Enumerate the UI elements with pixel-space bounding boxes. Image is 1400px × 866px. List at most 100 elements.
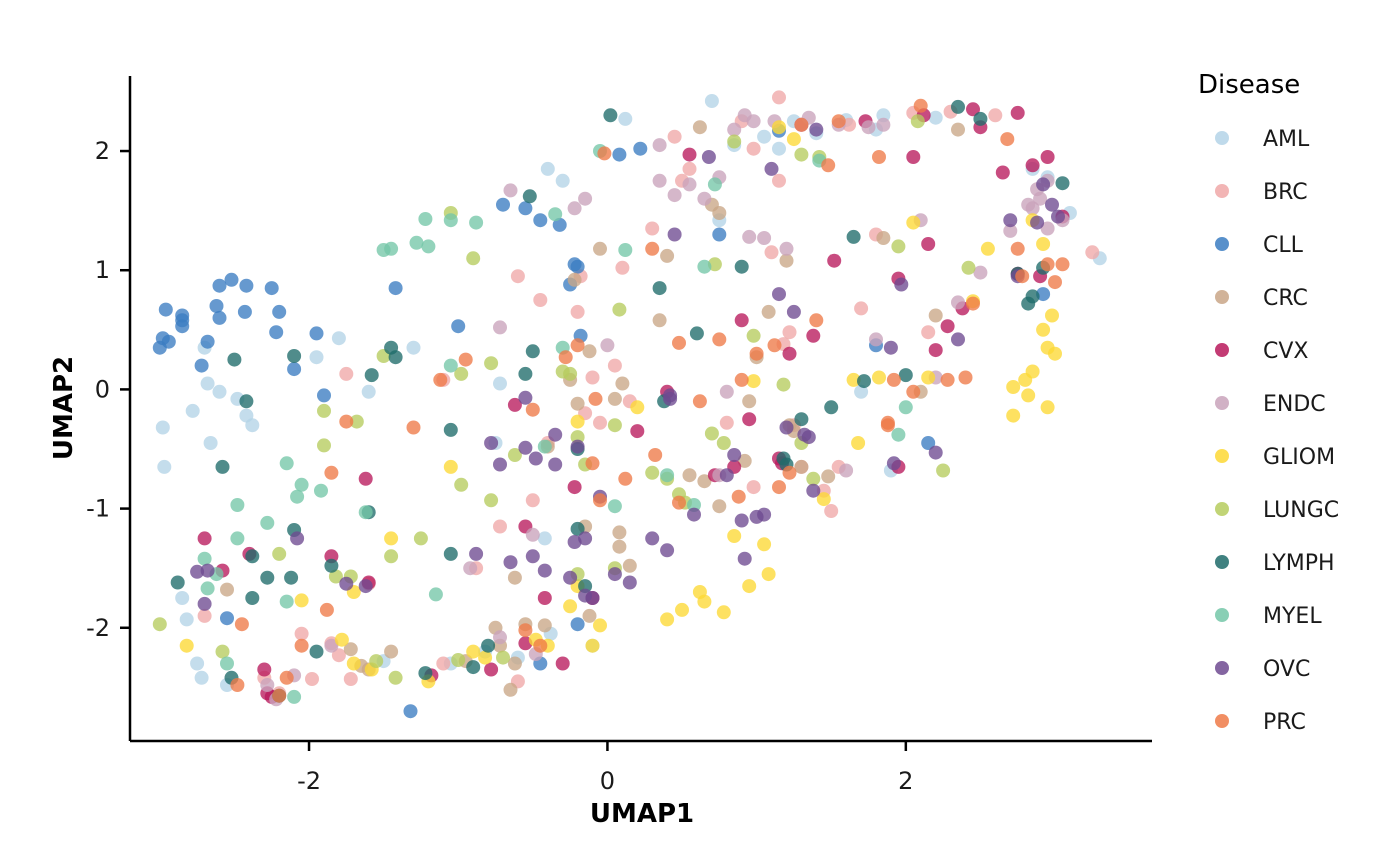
data-point <box>734 313 749 328</box>
legend-marker <box>1215 184 1229 198</box>
data-point <box>607 358 622 373</box>
data-point <box>451 653 466 667</box>
data-point <box>343 672 358 686</box>
data-point <box>190 656 205 671</box>
data-point <box>294 477 309 492</box>
data-point <box>537 563 552 578</box>
data-point <box>719 415 734 430</box>
data-point <box>349 414 364 429</box>
data-point <box>1000 132 1015 147</box>
data-point <box>660 468 675 483</box>
data-point <box>358 505 373 520</box>
data-point <box>463 561 478 576</box>
data-point <box>212 384 227 399</box>
data-point <box>197 596 212 611</box>
data-point <box>503 682 518 697</box>
data-point <box>936 463 951 478</box>
data-point <box>612 525 627 540</box>
series-cll <box>152 123 1051 719</box>
data-point <box>555 173 570 188</box>
y-axis-title: UMAP2 <box>49 356 79 460</box>
data-point <box>1055 257 1070 272</box>
data-point <box>827 253 842 268</box>
data-point <box>272 304 287 319</box>
data-point <box>458 352 473 367</box>
data-point <box>737 551 752 566</box>
data-point <box>157 459 172 474</box>
data-point <box>772 480 786 495</box>
data-point <box>776 377 791 392</box>
data-point <box>563 570 578 585</box>
data-point <box>672 495 686 510</box>
data-point <box>220 582 234 597</box>
data-point <box>1036 287 1051 302</box>
legend-label: PRC <box>1263 710 1306 735</box>
data-point <box>317 403 331 418</box>
data-point <box>518 201 533 216</box>
data-point <box>995 165 1010 180</box>
data-point <box>940 319 955 334</box>
data-point <box>294 626 309 641</box>
data-point <box>245 418 260 433</box>
data-point <box>854 301 869 316</box>
data-point <box>503 183 518 198</box>
data-point <box>334 632 349 647</box>
data-point <box>704 94 719 108</box>
data-point <box>618 111 633 126</box>
y-ticks: -2 -1 0 1 2 <box>86 137 130 642</box>
data-point <box>782 346 797 361</box>
data-point <box>880 418 895 433</box>
data-point <box>290 531 305 546</box>
legend-item-endc: ENDC <box>1215 392 1326 417</box>
data-point <box>600 338 615 353</box>
data-point <box>548 457 563 472</box>
data-point <box>245 549 260 564</box>
legend-marker <box>1215 290 1229 304</box>
data-point <box>767 338 782 353</box>
data-point <box>630 400 645 415</box>
data-point <box>525 402 540 417</box>
data-point <box>478 650 493 665</box>
legend-item-cll: CLL <box>1215 233 1304 258</box>
data-point <box>507 656 522 671</box>
data-point <box>652 138 667 153</box>
data-point <box>622 558 637 573</box>
data-point <box>607 418 622 433</box>
data-point <box>973 111 988 126</box>
data-point <box>309 350 324 365</box>
legend-marker <box>1215 502 1229 516</box>
data-point <box>727 134 742 149</box>
data-point <box>794 412 809 427</box>
data-point <box>528 451 543 466</box>
data-point <box>570 259 585 274</box>
legend-item-lungc: LUNGC <box>1215 498 1339 523</box>
data-point <box>1040 257 1055 272</box>
data-point <box>593 493 607 508</box>
data-point <box>436 656 451 671</box>
data-point <box>454 366 469 381</box>
data-point <box>570 338 585 353</box>
data-point <box>966 296 980 311</box>
data-point <box>607 499 622 514</box>
x-ticks: -2 0 2 <box>297 741 913 795</box>
data-point <box>910 114 925 129</box>
data-point <box>697 191 712 206</box>
data-point <box>433 372 448 387</box>
data-point <box>692 120 707 135</box>
data-point <box>794 117 809 132</box>
data-point <box>279 594 294 609</box>
data-point <box>846 229 861 244</box>
x-tick-label: 2 <box>898 767 913 795</box>
data-point <box>824 400 839 415</box>
data-point <box>961 260 976 275</box>
data-point <box>518 623 533 638</box>
data-point <box>913 98 928 113</box>
data-point <box>269 325 284 340</box>
data-point <box>507 570 522 585</box>
data-point <box>667 188 682 203</box>
data-point <box>443 213 458 228</box>
data-point <box>245 591 260 605</box>
data-point <box>764 245 779 260</box>
data-point <box>593 415 607 430</box>
data-point <box>272 546 287 561</box>
